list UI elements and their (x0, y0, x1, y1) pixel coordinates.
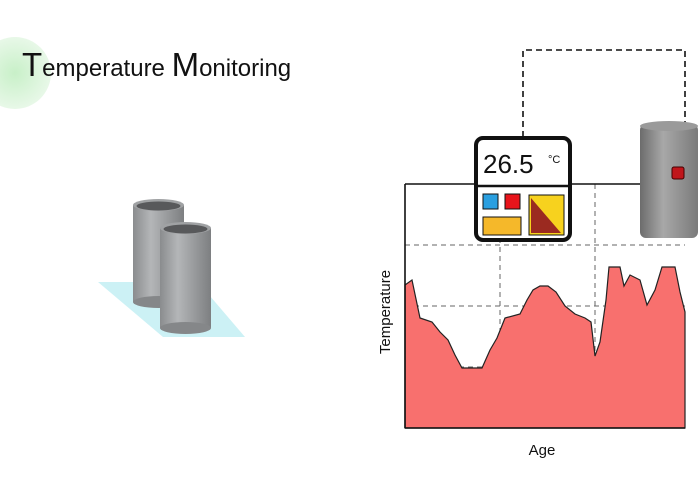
wire (522, 49, 686, 172)
unit: °C (548, 154, 560, 166)
x-axis-label: Age (529, 442, 556, 459)
decor-circle (0, 37, 51, 109)
data-logger: 26.5 °C (474, 136, 572, 242)
reading: 26.5 (483, 149, 534, 179)
y-axis-label: Temperature (377, 270, 394, 354)
temperature-area (404, 266, 686, 429)
concrete-sample (640, 121, 698, 238)
sensor (671, 166, 685, 180)
cylinder (160, 222, 211, 334)
title: Temperature Monitoring (22, 46, 291, 83)
